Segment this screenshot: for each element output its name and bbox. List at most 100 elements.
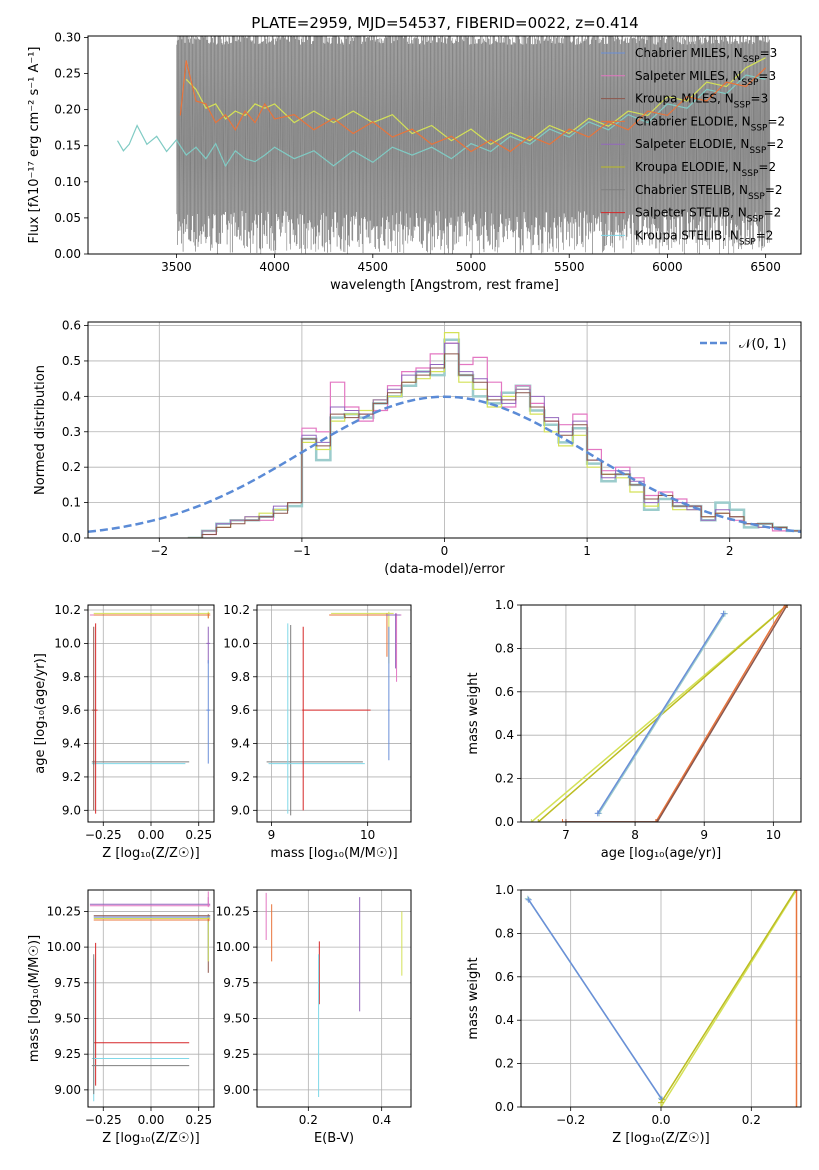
x-axis-label: age [log₁₀(age/yr)] [601,846,722,861]
x-tick-label: 0.4 [372,1113,391,1127]
plot-area [88,332,801,538]
x-tick-label: 9 [268,828,276,842]
legend-entry: Salpeter STELIB, NSSP=2 [635,206,781,225]
y-tick-label: 9.50 [54,1011,81,1025]
x-tick-label: 8 [631,828,639,842]
y-tick-label: 9.75 [223,976,250,990]
x-axis-label: mass [log₁₀(M/M☉)] [270,846,397,861]
y-axis-label: mass weight [466,957,481,1039]
y-tick-label: 0.25 [54,67,81,81]
plot-area [265,892,403,1098]
plot-area [266,611,402,816]
y-tick-label: 9.25 [223,1047,250,1061]
mass-weight-line [565,605,788,822]
legend-entry: Chabrier MILES, NSSP=3 [635,46,777,65]
x-tick-label: 0.0 [651,1113,670,1127]
y-tick-label: 0.20 [54,103,81,117]
mass-weight-vs-age-panel: 7 8 9 10 0.0 0.2 0.4 0.6 0.8 1.0 age [log₁₀(age/yr… [466,598,802,861]
mass-weight-line [660,890,797,1104]
y-tick-label: 9.50 [223,1011,250,1025]
y-tick-label: 0.4 [495,1013,514,1027]
y-tick-label: 0.8 [495,926,514,940]
y-tick-label: 0.10 [54,175,81,189]
axes-frame [520,604,802,823]
x-tick-label: 4500 [358,260,389,274]
y-tick-label: 9.8 [231,670,250,684]
y-tick-label: 9.2 [231,770,250,784]
x-tick-label: 10 [766,828,781,842]
x-tick-label: 4000 [259,260,290,274]
age-vs-mass-panel: 9 10 9.0 9.2 9.4 9.6 9.8 10.0 10.2 mass [log₁₀(M/… [223,603,412,861]
x-axis-label: Z [log₁₀(Z/Z☉)] [612,1131,709,1146]
x-tick-label: 6500 [750,260,781,274]
y-tick-label: 0.3 [62,425,81,439]
x-tick-label: −0.25 [85,828,122,842]
x-tick-label: 5000 [456,260,487,274]
mass-vs-ebv-panel: 0.2 0.4 9.00 9.25 9.50 9.75 10.00 10.25 E(B-V) [216,889,412,1146]
x-tick-label: 0.2 [299,1113,318,1127]
plot-area [89,891,211,1102]
x-axis-label: Z [log₁₀(Z/Z☉)] [102,1131,199,1146]
y-tick-label: 9.0 [62,803,81,817]
y-tick-label: 10.00 [47,940,81,954]
x-axis-label: wavelength [Angstrom, rest frame] [330,278,559,293]
y-tick-label: 0.2 [495,772,514,786]
x-axis-label: (data-model)/error [384,562,505,577]
y-tick-label: 0.0 [495,815,514,829]
y-tick-label: 0.4 [62,389,81,403]
y-tick-label: 0.30 [54,30,81,44]
y-tick-label: 0.6 [495,970,514,984]
x-tick-label: 5500 [554,260,585,274]
x-axis-label: E(B-V) [314,1131,354,1146]
y-tick-label: 0.2 [495,1057,514,1071]
spectrum-model-line [179,60,767,153]
y-axis-label: Normed distribution [33,365,48,495]
y-tick-label: 9.2 [62,770,81,784]
axes-frame [87,35,802,255]
x-tick-label: 0 [441,544,449,558]
y-tick-label: 0.6 [62,319,81,333]
x-tick-label: 0.25 [185,1113,212,1127]
spectrum-panel: 3500 4000 4500 5000 5500 6000 6500 0.00 0.05 0.10… [27,30,802,293]
y-tick-label: 0.0 [495,1100,514,1114]
y-tick-label: 0.05 [54,211,81,225]
y-tick-label: 0.1 [62,496,81,510]
legend-entry: Chabrier STELIB, NSSP=2 [635,183,783,202]
legend-entry: Chabrier ELODIE, NSSP=2 [635,114,785,133]
age-vs-metallicity-panel: −0.25 0.00 0.25 9.0 9.2 9.4 9.6 9.8 10.0 10.2 Z [l… [33,603,215,861]
plot-area [528,605,791,822]
legend-entry: Kroupa STELIB, NSSP=2 [635,228,773,247]
spectrum-model-line [116,74,766,168]
y-tick-label: 10.2 [54,603,81,617]
normal-distribution-curve [88,395,801,534]
mass-weight-line [562,605,786,822]
x-tick-label: 9 [700,828,708,842]
x-tick-label: 7 [562,828,570,842]
x-tick-label: 1 [583,544,591,558]
x-tick-label: −2 [150,544,168,558]
y-tick-label: 10.25 [47,904,81,918]
legend-entry: Salpeter ELODIE, NSSP=2 [635,137,784,156]
x-tick-label: 6000 [652,260,683,274]
x-axis-label: Z [log₁₀(Z/Z☉)] [102,846,199,861]
y-tick-label: 9.8 [62,670,81,684]
y-tick-label: 9.00 [54,1083,81,1097]
mass-weight-line [530,605,788,822]
y-axis-label: mass [log₁₀(M/M☉)] [27,935,42,1062]
mass-weight-line [660,890,798,1107]
x-tick-label: 0.2 [742,1113,761,1127]
y-tick-label: 0.8 [495,641,514,655]
y-tick-label: 9.0 [231,803,250,817]
spectrum-model-line [185,57,766,146]
x-tick-label: 0.00 [138,828,165,842]
y-tick-label: 1.0 [495,598,514,612]
mass-vs-metallicity-panel: −0.25 0.00 0.25 9.00 9.25 9.50 9.75 10.00 10.25 Z… [27,889,215,1146]
y-tick-label: 10.25 [216,904,250,918]
plot-area [524,890,800,1107]
y-tick-label: 10.00 [216,940,250,954]
plot-area [116,36,771,254]
x-tick-label: 3500 [161,260,192,274]
y-tick-label: 10.2 [223,603,250,617]
x-tick-label: 0.25 [185,828,212,842]
